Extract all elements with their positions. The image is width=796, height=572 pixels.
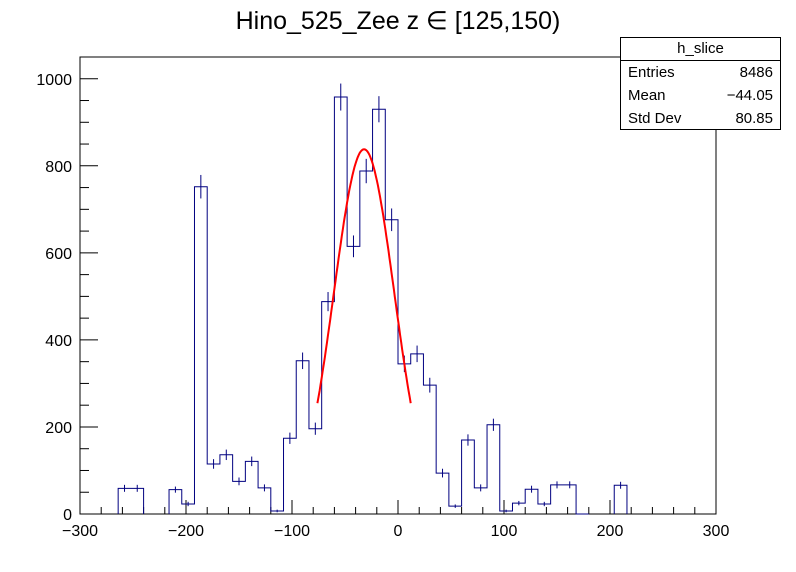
stats-label-entries: Entries (628, 64, 675, 81)
x-tick-label: 0 (394, 523, 403, 540)
gaussian-fit-curve (316, 148, 412, 404)
stats-box: h_slice Entries 8486 Mean −44.05 Std Dev… (620, 37, 781, 130)
chart-title: Hino_525_Zee z ∈ [125,150) (235, 7, 561, 35)
x-tick-label: 200 (597, 523, 624, 540)
x-tick-label: −100 (274, 523, 310, 540)
y-tick-label: 400 (45, 333, 72, 350)
y-tick-label: 0 (63, 507, 72, 524)
histogram-outline (117, 96, 628, 515)
y-tick-label: 600 (45, 246, 72, 263)
stats-row-mean: Mean −44.05 (621, 84, 780, 107)
y-tick-label: 200 (45, 420, 72, 437)
x-tick-label: −300 (62, 523, 98, 540)
x-tick-label: 300 (703, 523, 730, 540)
stats-label-stddev: Std Dev (628, 110, 682, 127)
stats-value-entries: 8486 (739, 64, 773, 81)
x-tick-label: −200 (168, 523, 204, 540)
stats-value-mean: −44.05 (726, 87, 773, 104)
y-tick-label: 1000 (36, 72, 72, 89)
stats-label-mean: Mean (628, 87, 666, 104)
stats-row-entries: Entries 8486 (621, 61, 780, 84)
x-tick-label: 100 (491, 523, 518, 540)
stats-row-stddev: Std Dev 80.85 (621, 107, 780, 130)
y-tick-label: 800 (45, 159, 72, 176)
stats-box-name: h_slice (621, 38, 780, 61)
stats-value-stddev: 80.85 (735, 110, 773, 127)
